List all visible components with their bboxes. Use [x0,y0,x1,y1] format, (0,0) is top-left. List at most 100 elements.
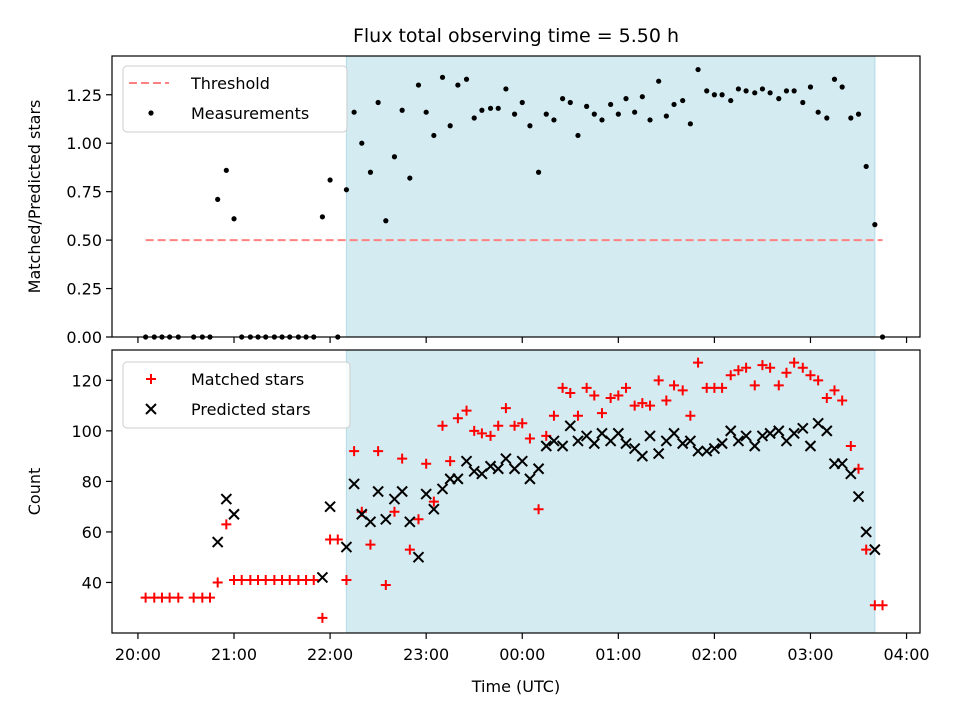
predicted-star-point [211,536,224,548]
matched-star-point [517,418,528,429]
matched-star-point [765,362,776,373]
predicted-star-point [612,427,625,440]
matched-star-point [829,385,840,396]
predicted-star-point [316,571,329,584]
measurement-point [319,214,326,220]
matched-star-point [685,410,696,421]
x-tick-label: 21:00 [211,645,257,664]
predicted-star-point [732,435,745,447]
x-tick-label: 01:00 [595,645,641,664]
matched-star-point [596,408,607,419]
matched-star-point [653,375,664,386]
measurement-point [608,101,614,108]
legend-entry: Measurements [191,104,309,123]
x-tick-label: 23:00 [403,645,449,664]
predicted-star-point [852,490,865,503]
measurement-point [367,169,374,175]
predicted-star-point [516,455,528,467]
predicted-star-point [636,450,649,462]
predicted-star-point [836,457,848,470]
measurement-point [407,175,413,181]
predicted-star-point [701,445,713,457]
measurement-point [455,82,461,88]
measurement-point [431,132,437,139]
y-tick-label: 0.00 [66,328,102,347]
top-panel-x-axis [137,337,908,343]
matched-star-point [725,370,736,381]
matched-star-point [428,496,439,507]
bottom-panel: 40 60 80 100 120 20:00 21:00 22:00 23:00 00:00 01… [25,349,930,696]
measurement-point [471,115,477,121]
measurement-point [687,121,693,127]
predicted-star-point [692,445,704,457]
matched-star-point [548,410,559,421]
measurement-point [519,99,525,106]
measurement-point [872,222,878,228]
matched-star-point [677,385,688,396]
measurement-point [848,115,854,121]
observing-window-shade [345,349,876,634]
matched-star-point [757,360,768,371]
predicted-star-point [756,430,769,442]
matched-star-point [845,441,856,452]
legend-marker-key [146,374,156,384]
measurement-point [815,109,821,115]
measurement-point [479,107,485,113]
matched-star-point [380,579,391,590]
predicted-star-point [749,440,761,452]
predicted-star-point [740,430,752,442]
y-tick-label: 100 [71,422,102,441]
predicted-star-point [500,452,512,465]
y-tick-label: 0.25 [66,280,102,299]
matched-star-point [589,390,600,401]
predicted-star-point [652,447,665,460]
measurement-point [615,111,621,117]
predicted-star-point [725,425,737,437]
measurement-point [527,123,533,129]
measurement-point [704,88,710,94]
matched-star-point [140,592,151,603]
predicted-star-point [684,435,697,447]
bottom-panel-marks [140,357,888,623]
matched-star-point [365,539,376,550]
measurement-point [551,117,557,123]
matched-star-point [173,592,184,603]
measurement-point [632,109,638,115]
measurement-point [359,140,365,146]
matched-star-point [733,365,744,376]
matched-star-point [789,357,800,368]
legend-box [122,361,351,429]
predicted-star-point [220,493,233,505]
matched-star-point [188,592,199,603]
predicted-star-point [372,485,384,498]
matched-star-point [413,514,424,525]
predicted-star-point [468,465,480,477]
predicted-star-point [412,551,425,563]
predicted-star-point [644,430,656,442]
predicted-star-point [396,485,408,498]
measurement-point [783,88,790,94]
predicted-star-point [492,463,504,475]
predicted-star-point [773,425,785,437]
matched-star-point [524,433,535,444]
measurement-point [831,76,838,82]
chart-title: Flux total observing time = 5.50 h [353,25,679,47]
predicted-star-point [348,478,360,490]
matched-star-point [485,430,496,441]
matched-star-point [332,534,343,545]
matched-star-point [493,420,504,431]
measurement-point [647,117,653,123]
legend-entry: Threshold [190,74,270,93]
measurement-point [327,177,333,183]
matched-star-point [661,395,672,406]
matched-star-point [749,380,760,391]
measurement-point [767,90,773,96]
top-panel-legend: Threshold Measurements [122,65,348,133]
matched-star-point [741,362,752,373]
matched-star-point [469,425,480,436]
predicted-star-point [340,541,353,553]
measurement-point [351,109,357,115]
measurement-point [599,117,605,123]
matched-star-point [572,410,583,421]
